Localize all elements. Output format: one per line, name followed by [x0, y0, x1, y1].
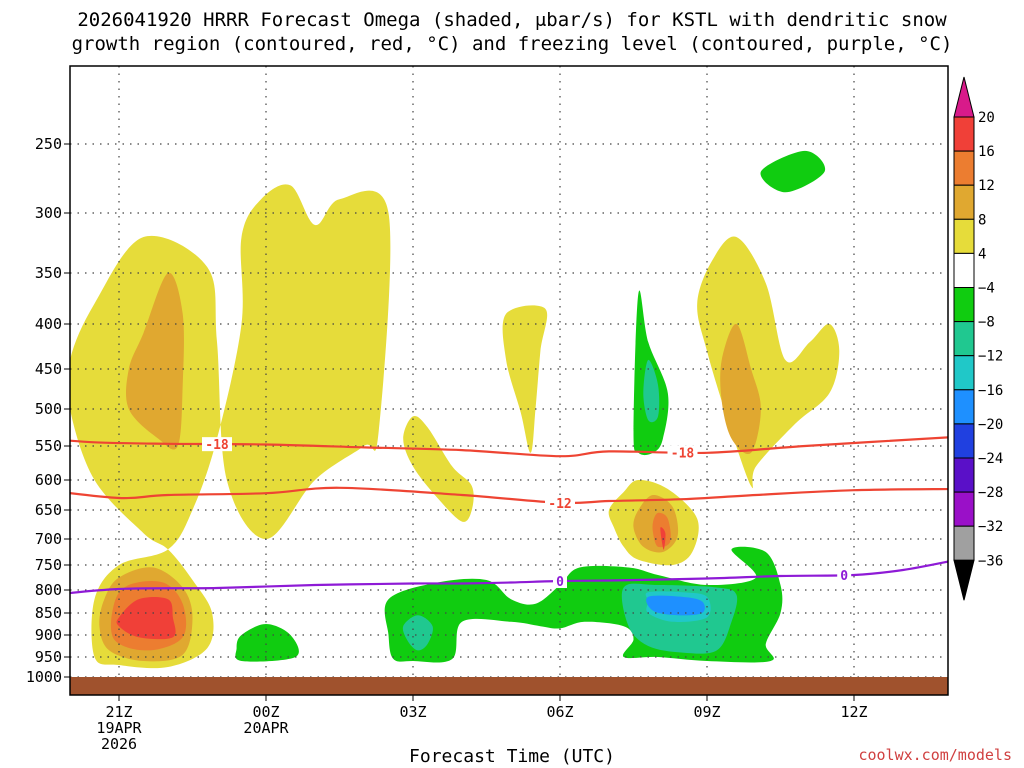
y-tick-label: 300	[35, 204, 62, 222]
contour-label-bg	[553, 574, 567, 588]
colorbar-label: −12	[978, 349, 1003, 365]
colorbar-bin	[953, 457, 975, 493]
colorbar-bin	[953, 355, 975, 391]
contour-label-bg	[545, 495, 575, 510]
y-tick-label: 900	[35, 626, 62, 644]
colorbar-bin	[953, 116, 975, 152]
colorbar-bin	[953, 389, 975, 425]
x-tick-label: 09Z	[693, 703, 720, 721]
y-tick-label: 450	[35, 360, 62, 378]
colorbar-bin	[953, 423, 975, 459]
colorbar-label: 16	[978, 144, 995, 160]
x-tick-label: 03Z	[399, 703, 426, 721]
contour-label-bg	[837, 568, 852, 583]
omega-colorbar: 20 16 12 8 4 −4 −8 −12 −16 −20 −24 −28 −32 −36	[953, 76, 1003, 601]
colorbar-bin	[953, 252, 975, 288]
contour-2	[70, 560, 948, 595]
omega-region-15	[760, 150, 826, 193]
y-tick-label: 600	[35, 471, 62, 489]
chart-title-line-2: growth region (contoured, red, °C) and f…	[71, 33, 953, 55]
colorbar-bin	[953, 491, 975, 527]
colorbar-label: −8	[978, 315, 995, 331]
x-tick-label: 19APR	[96, 719, 142, 737]
colorbar-label: −32	[978, 519, 1003, 535]
y-tick-label: 800	[35, 581, 62, 599]
colorbar-bin	[953, 287, 975, 323]
contour-label: -18	[205, 438, 229, 453]
omega-region-4	[116, 596, 176, 640]
x-tick-label: 00Z	[252, 703, 279, 721]
colorbar-label: 4	[978, 246, 986, 262]
colorbar-label: −36	[978, 553, 1003, 569]
temperature-contours: -18 -18 -12 0 0	[70, 436, 948, 595]
contour-label: 0	[840, 569, 848, 584]
x-tick-label: 12Z	[840, 703, 867, 721]
colorbar-label: −4	[978, 281, 995, 297]
y-tick-label: 650	[35, 501, 62, 519]
omega-region-18	[402, 615, 433, 651]
colorbar-bin	[953, 150, 975, 186]
colorbar-label: −24	[978, 451, 1003, 467]
ground-surface	[70, 677, 948, 695]
contour-0	[70, 436, 948, 458]
omega-region-5	[403, 415, 474, 522]
colorbar-label: 12	[978, 178, 995, 194]
x-axis-title: Forecast Time (UTC)	[409, 746, 615, 767]
y-tick-label: 250	[35, 135, 62, 153]
y-tick-label: 350	[35, 264, 62, 282]
colorbar-bin	[953, 525, 975, 561]
colorbar-label: 20	[978, 110, 995, 126]
x-tick-label: 2026	[101, 735, 137, 753]
plot-frame	[69, 65, 949, 696]
omega-region-0	[70, 184, 391, 669]
x-tick-label: 21Z	[105, 703, 132, 721]
omega-region-16	[235, 624, 299, 662]
colorbar-label: −28	[978, 485, 1003, 501]
contour-label: -12	[548, 497, 571, 512]
chart-title-line-1: 2026041920 HRRR Forecast Omega (shaded, …	[77, 9, 947, 31]
contour-label: -18	[671, 446, 695, 461]
y-tick-label: 1000	[26, 668, 62, 686]
y-tick-label: 750	[35, 556, 62, 574]
y-tick-label: 700	[35, 530, 62, 548]
source-credit[interactable]: coolwx.com/models	[858, 746, 1012, 764]
colorbar-label: −20	[978, 417, 1003, 433]
y-tick-label: 500	[35, 400, 62, 418]
colorbar-bin	[953, 184, 975, 220]
colorbar-bin	[953, 321, 975, 357]
contour-label-bg	[202, 437, 232, 452]
colorbar-bottom-arrow	[953, 559, 975, 601]
colorbar-label: −16	[978, 383, 1003, 399]
y-tick-label: 950	[35, 648, 62, 666]
y-tick-label: 550	[35, 437, 62, 455]
x-tick-label: 06Z	[546, 703, 573, 721]
y-tick-label: 850	[35, 604, 62, 622]
omega-region-14	[643, 359, 660, 423]
omega-region-10	[660, 527, 666, 550]
omega-shaded-regions	[70, 150, 840, 669]
contour-label: 0	[556, 575, 564, 590]
omega-region-6	[502, 305, 548, 453]
y-tick-label: 400	[35, 315, 62, 333]
colorbar-label: 8	[978, 212, 986, 228]
x-tick-label: 20APR	[243, 719, 289, 737]
colorbar-bin	[953, 218, 975, 254]
omega-region-11	[697, 236, 840, 489]
colorbar-top-arrow	[953, 76, 975, 118]
omega-region-21	[646, 595, 705, 616]
contour-label-bg	[667, 445, 698, 460]
omega-region-12	[720, 323, 761, 455]
contour-1	[70, 486, 948, 505]
pressure-axis: 250 300 350 400 450 500 550 600 650 700 750 800 850 9…	[26, 135, 70, 686]
omega-region-1	[125, 272, 184, 450]
